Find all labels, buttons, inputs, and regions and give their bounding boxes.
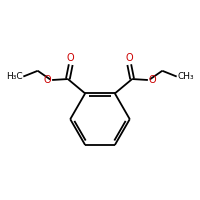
Text: O: O	[67, 53, 75, 63]
Text: O: O	[125, 53, 133, 63]
Text: CH₃: CH₃	[177, 72, 194, 81]
Text: O: O	[44, 75, 51, 85]
Text: O: O	[149, 75, 156, 85]
Text: H₃C: H₃C	[6, 72, 23, 81]
